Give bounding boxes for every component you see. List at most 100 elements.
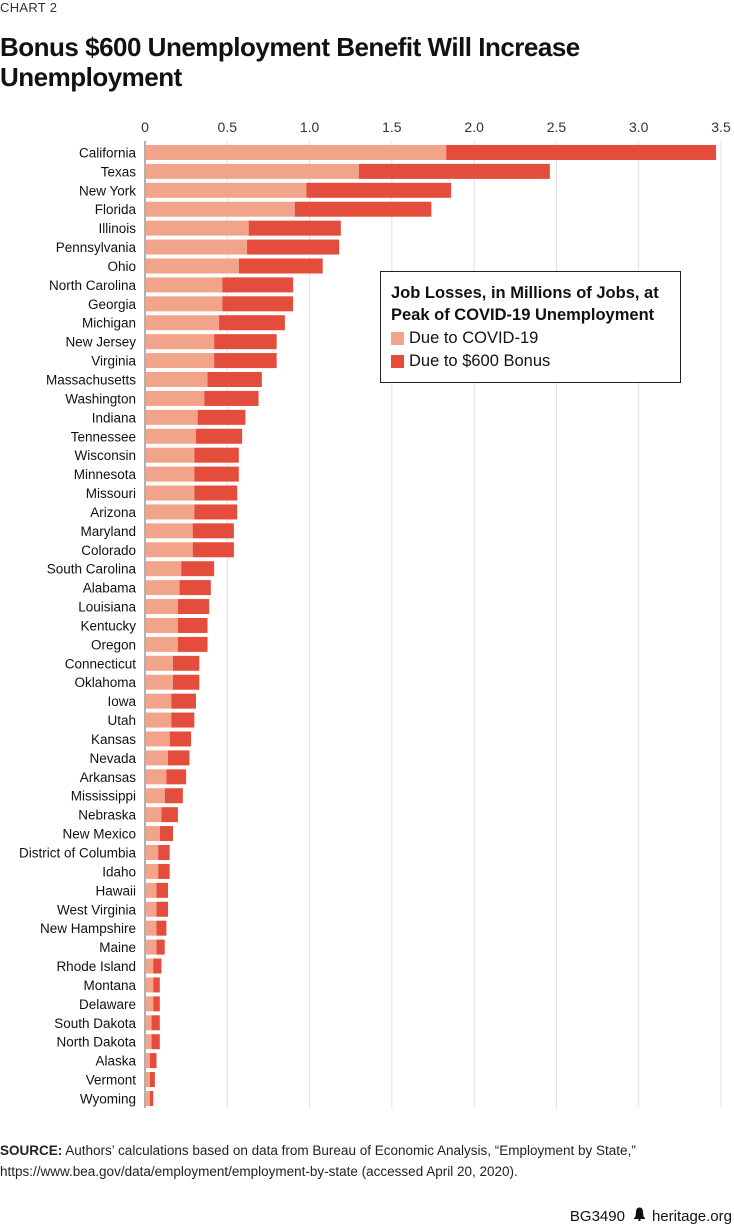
bar-bonus-new-hampshire: [156, 920, 167, 936]
chart-title: Bonus $600 Unemployment Benefit Will Inc…: [0, 32, 580, 92]
bar-covid-connecticut: [145, 655, 173, 671]
bar-bonus-wisconsin: [194, 447, 239, 463]
legend-item-covid: Due to COVID-19: [391, 327, 680, 349]
bar-covid-iowa: [145, 693, 172, 709]
category-label-florida: Florida: [95, 202, 137, 217]
bar-covid-maine: [145, 939, 157, 955]
x-tick-label-2.5: 2.5: [547, 119, 567, 135]
x-axis-ticks: 0 0.5 1.0 1.5 2.0 2.5 3.0 3.5: [141, 119, 731, 135]
bar-bonus-montana: [153, 977, 160, 993]
x-tick-label-3.5: 3.5: [711, 119, 731, 135]
bar-bonus-north-carolina: [222, 277, 294, 293]
category-label-arkansas: Arkansas: [80, 770, 137, 785]
category-label-virginia: Virginia: [91, 354, 136, 369]
bar-covid-north-dakota: [145, 1034, 152, 1050]
bar-covid-california: [145, 144, 447, 160]
bar-bonus-alabama: [179, 580, 211, 596]
bar-bonus-utah: [171, 712, 195, 728]
category-label-connecticut: Connecticut: [65, 656, 137, 671]
bar-bonus-west-virginia: [156, 901, 169, 917]
bar-covid-virginia: [145, 353, 215, 369]
category-label-alabama: Alabama: [83, 581, 137, 596]
bar-bonus-tennessee: [196, 428, 243, 444]
bar-bonus-north-dakota: [151, 1034, 160, 1050]
category-label-maryland: Maryland: [80, 524, 136, 539]
category-label-pennsylvania: Pennsylvania: [56, 240, 137, 255]
category-label-utah: Utah: [107, 713, 136, 728]
category-label-oregon: Oregon: [91, 637, 136, 652]
category-label-missouri: Missouri: [86, 486, 136, 501]
x-tick-label-1.0: 1.0: [300, 119, 320, 135]
bars-layer: [145, 144, 717, 1106]
bar-bonus-nevada: [168, 750, 190, 766]
bar-bonus-alaska: [149, 1053, 157, 1069]
category-label-delaware: Delaware: [79, 997, 136, 1012]
bar-bonus-new-jersey: [214, 334, 277, 350]
bar-covid-vermont: [145, 1072, 150, 1088]
bar-bonus-oregon: [177, 636, 208, 652]
category-label-georgia: Georgia: [88, 297, 137, 312]
category-label-texas: Texas: [101, 164, 137, 179]
bar-covid-south-dakota: [145, 1015, 152, 1031]
bar-covid-florida: [145, 201, 295, 217]
x-tick-label-0.5: 0.5: [218, 119, 238, 135]
x-tick-label-2.0: 2.0: [464, 119, 484, 135]
bar-bonus-iowa: [171, 693, 197, 709]
bar-bonus-washington: [204, 390, 259, 406]
bar-bonus-maryland: [192, 523, 234, 539]
bar-covid-idaho: [145, 863, 159, 879]
bar-covid-south-carolina: [145, 561, 182, 577]
bar-bonus-connecticut: [172, 655, 200, 671]
bar-covid-illinois: [145, 220, 249, 236]
category-label-new-jersey: New Jersey: [65, 335, 136, 350]
category-label-new-hampshire: New Hampshire: [40, 921, 136, 936]
category-label-indiana: Indiana: [92, 410, 137, 425]
category-label-new-mexico: New Mexico: [62, 827, 136, 842]
bar-bonus-minnesota: [194, 466, 239, 482]
bar-bonus-idaho: [158, 863, 170, 879]
legend-item-bonus: Due to $600 Bonus: [391, 350, 680, 372]
bar-bonus-arkansas: [166, 769, 187, 785]
category-label-north-dakota: North Dakota: [56, 1035, 136, 1050]
bar-bonus-massachusetts: [207, 372, 262, 387]
bar-bonus-illinois: [248, 220, 341, 236]
category-label-hawaii: Hawaii: [95, 883, 136, 898]
source-label: SOURCE:: [0, 1143, 63, 1158]
category-label-idaho: Idaho: [102, 864, 136, 879]
bar-covid-new-jersey: [145, 334, 215, 350]
category-label-montana: Montana: [83, 978, 136, 993]
site-link[interactable]: heritage.org: [651, 1207, 732, 1225]
bar-covid-west-virginia: [145, 901, 157, 917]
bar-bonus-georgia: [222, 296, 294, 312]
bar-covid-kentucky: [145, 617, 178, 633]
category-label-maine: Maine: [99, 940, 136, 955]
bar-covid-indiana: [145, 409, 198, 425]
bar-covid-new-mexico: [145, 826, 160, 842]
bar-bonus-kentucky: [177, 617, 208, 633]
bar-chart: 0 0.5 1.0 1.5 2.0 2.5 3.0 3.5 California Texas Ne…: [19, 119, 731, 1108]
category-label-kentucky: Kentucky: [80, 618, 136, 633]
category-label-colorado: Colorado: [81, 543, 136, 558]
bar-bonus-texas: [358, 163, 550, 179]
bar-covid-wisconsin: [145, 447, 195, 463]
bar-covid-maryland: [145, 523, 193, 539]
category-label-district-of-columbia: District of Columbia: [19, 846, 137, 861]
bar-covid-utah: [145, 712, 172, 728]
bar-bonus-michigan: [219, 315, 285, 331]
bar-covid-new-york: [145, 182, 307, 198]
bar-covid-ohio: [145, 258, 239, 274]
bar-covid-washington: [145, 390, 205, 406]
legend-swatch-covid: [391, 331, 404, 345]
bar-covid-district-of-columbia: [145, 845, 159, 860]
category-label-north-carolina: North Carolina: [49, 278, 137, 293]
bar-bonus-florida: [294, 201, 432, 217]
bar-covid-colorado: [145, 542, 193, 558]
bar-bonus-wyoming: [149, 1090, 154, 1106]
category-label-michigan: Michigan: [82, 316, 136, 331]
bar-bonus-delaware: [153, 996, 160, 1012]
bar-bonus-california: [446, 144, 717, 160]
bar-bonus-district-of-columbia: [158, 845, 170, 860]
legend-label-covid: Due to COVID-19: [409, 329, 539, 347]
category-label-vermont: Vermont: [86, 1073, 137, 1088]
legend-title-line1: Job Losses, in Millions of Jobs, at: [391, 284, 659, 302]
